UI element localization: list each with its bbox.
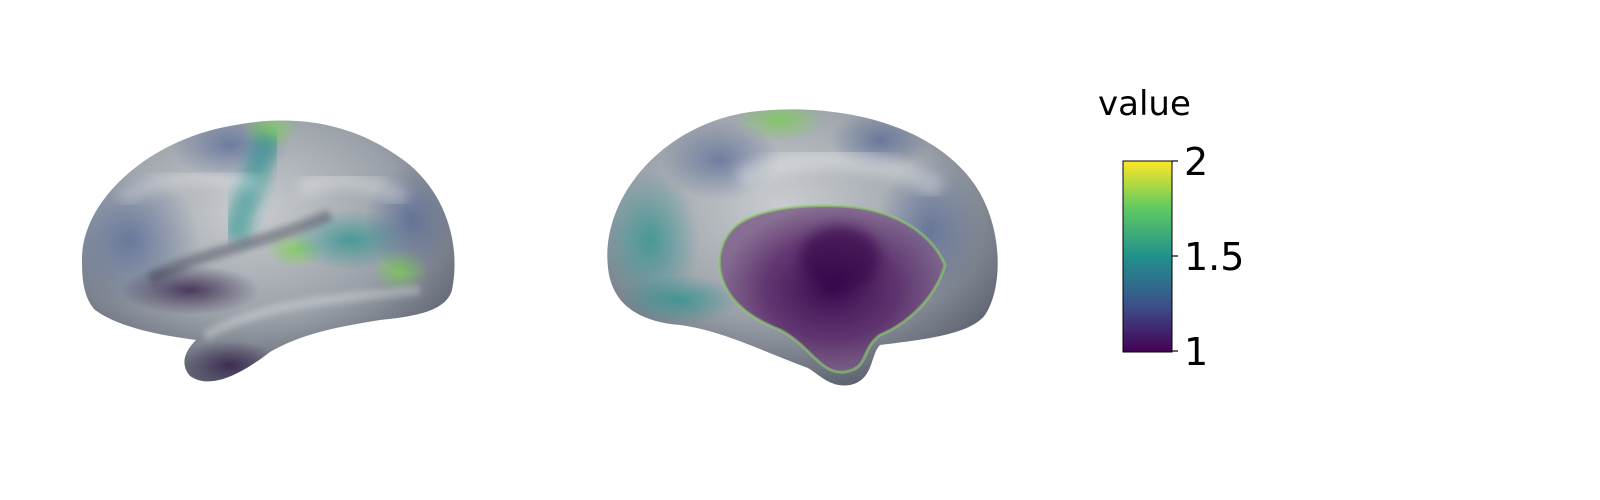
- medial-brain-view: [607, 109, 998, 386]
- lateral-brain-view: [81, 120, 455, 382]
- colorbar-tick-label-min: 1: [1184, 330, 1209, 374]
- colorbar-tick-label-max: 2: [1184, 140, 1209, 184]
- colorbar-gradient: [1122, 160, 1173, 353]
- colorbar: [1122, 160, 1178, 353]
- colorbar-tick-label-mid: 1.5: [1184, 235, 1245, 279]
- colorbar-title: value: [1098, 84, 1191, 124]
